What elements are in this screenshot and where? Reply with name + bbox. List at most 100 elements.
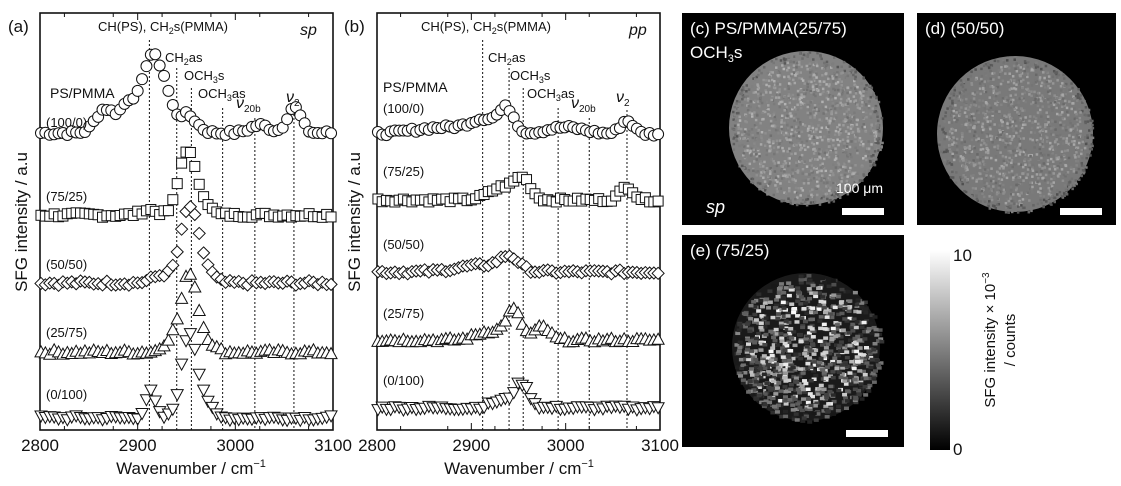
intensity-pixel <box>1030 190 1034 194</box>
intensity-pixel <box>844 331 850 335</box>
intensity-pixel <box>981 175 985 178</box>
intensity-pixel <box>832 119 835 123</box>
intensity-pixel <box>778 147 782 150</box>
intensity-pixel <box>772 357 778 362</box>
intensity-pixel <box>1019 66 1023 69</box>
intensity-pixel <box>810 193 813 197</box>
intensity-pixel <box>795 299 801 303</box>
intensity-pixel <box>836 388 842 393</box>
intensity-pixel <box>761 111 764 115</box>
panel-a-series-label-50-50: (50/50) <box>46 257 87 272</box>
intensity-pixel <box>818 383 824 388</box>
intensity-pixel <box>818 83 822 86</box>
intensity-pixel <box>960 91 964 94</box>
data-point <box>196 246 211 260</box>
intensity-pixel <box>749 349 755 353</box>
intensity-pixel <box>812 93 816 96</box>
intensity-pixel <box>811 411 817 416</box>
intensity-pixel <box>864 355 870 359</box>
intensity-pixel <box>743 132 746 135</box>
intensity-pixel <box>973 126 976 130</box>
intensity-pixel <box>1038 78 1042 81</box>
intensity-pixel <box>738 374 744 378</box>
intensity-pixel <box>846 120 850 124</box>
intensity-pixel <box>834 366 840 371</box>
intensity-pixel <box>765 153 769 157</box>
intensity-pixel <box>845 110 849 113</box>
colorbar-label-line1: SFG intensity × 10−3 <box>981 272 999 408</box>
intensity-pixel <box>799 123 802 126</box>
intensity-pixel <box>992 89 995 92</box>
intensity-pixel <box>1057 103 1060 107</box>
intensity-pixel <box>1028 161 1031 164</box>
intensity-pixel <box>807 181 810 185</box>
intensity-pixel <box>829 199 832 202</box>
intensity-pixel <box>1031 175 1034 178</box>
intensity-pixel <box>821 292 827 297</box>
intensity-pixel <box>857 338 863 342</box>
intensity-pixel <box>1017 205 1020 208</box>
intensity-pixel <box>1042 198 1046 202</box>
intensity-pixel <box>1066 149 1069 152</box>
intensity-pixel <box>795 143 798 147</box>
intensity-pixel <box>813 90 817 93</box>
intensity-pixel <box>762 176 765 179</box>
intensity-pixel <box>1077 141 1081 145</box>
intensity-pixel <box>786 132 789 136</box>
intensity-pixel <box>820 196 823 200</box>
intensity-pixel <box>753 380 759 384</box>
intensity-pixel <box>847 399 853 403</box>
intensity-pixel <box>1069 128 1073 131</box>
intensity-pixel <box>989 134 992 138</box>
intensity-pixel <box>965 104 968 107</box>
intensity-pixel <box>1003 97 1007 101</box>
intensity-pixel <box>962 174 965 177</box>
intensity-pixel <box>874 132 878 136</box>
intensity-pixel <box>831 293 837 297</box>
intensity-pixel <box>1009 123 1012 127</box>
intensity-pixel <box>800 164 803 168</box>
intensity-pixel <box>1038 147 1042 151</box>
intensity-pixel <box>821 371 827 375</box>
intensity-pixel <box>1010 199 1014 203</box>
intensity-pixel <box>804 200 807 204</box>
intensity-pixel <box>764 189 767 192</box>
intensity-pixel <box>800 93 803 96</box>
intensity-pixel <box>1012 149 1015 153</box>
intensity-pixel <box>766 306 772 310</box>
intensity-pixel <box>867 140 870 143</box>
intensity-pixel <box>1020 96 1024 100</box>
intensity-pixel <box>867 376 873 381</box>
intensity-pixel <box>996 85 1000 89</box>
intensity-pixel <box>998 180 1002 183</box>
panel-a-ylabel: SFG intensity / a.u <box>12 152 31 292</box>
intensity-pixel <box>818 133 822 136</box>
intensity-pixel <box>818 195 821 199</box>
intensity-pixel <box>1053 101 1057 104</box>
intensity-pixel <box>1053 133 1057 136</box>
intensity-pixel <box>754 373 760 377</box>
intensity-pixel <box>868 365 874 370</box>
intensity-pixel <box>768 75 772 79</box>
intensity-pixel <box>874 139 877 143</box>
intensity-pixel <box>798 339 804 344</box>
intensity-pixel <box>752 338 758 343</box>
intensity-pixel <box>756 331 762 336</box>
intensity-pixel <box>954 129 958 132</box>
intensity-pixel <box>1080 174 1083 178</box>
intensity-pixel <box>1002 172 1005 176</box>
intensity-pixel <box>992 175 995 179</box>
intensity-pixel <box>1046 117 1049 121</box>
intensity-pixel <box>814 165 818 169</box>
intensity-pixel <box>759 160 763 163</box>
intensity-pixel <box>788 326 794 331</box>
intensity-pixel <box>1002 175 1006 179</box>
intensity-pixel <box>796 196 799 199</box>
intensity-pixel <box>837 169 840 173</box>
intensity-pixel <box>820 126 824 130</box>
intensity-pixel <box>781 290 787 295</box>
intensity-pixel <box>874 333 880 337</box>
intensity-pixel <box>1056 157 1060 161</box>
intensity-pixel <box>978 99 981 102</box>
intensity-pixel <box>812 110 816 114</box>
